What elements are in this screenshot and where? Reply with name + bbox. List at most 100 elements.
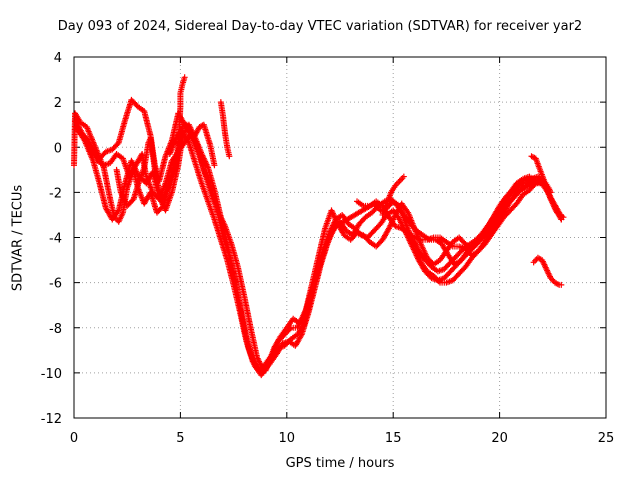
data-point-fill — [374, 238, 385, 249]
data-point-fill — [96, 181, 109, 210]
y-tick-label: -2 — [49, 186, 62, 201]
data-point-fill — [393, 179, 402, 188]
data-point-fill — [192, 161, 205, 185]
data-point-fill — [127, 163, 138, 179]
data-point-fill — [432, 258, 442, 267]
data-point-fill — [413, 235, 423, 243]
data-point-fill — [171, 145, 181, 169]
data-point-fill — [415, 228, 425, 238]
data-point-fill — [368, 199, 378, 208]
data-point-fill — [110, 141, 121, 152]
data-point-fill — [320, 236, 332, 257]
data-point-fill — [372, 222, 383, 233]
data-point-fill — [237, 310, 249, 343]
data-point-fill — [243, 339, 256, 363]
data-point-fill — [125, 197, 136, 208]
data-point-fill — [90, 148, 100, 163]
data-point-fill — [113, 168, 124, 194]
data-point-fill — [112, 215, 121, 224]
series-track-e — [113, 74, 188, 209]
data-point-fill — [544, 267, 553, 280]
data-point-fill — [84, 136, 96, 152]
data-point-fill — [191, 125, 202, 140]
data-point-fill — [502, 208, 512, 219]
data-point-fill — [532, 256, 540, 264]
data-point-fill — [218, 100, 226, 117]
x-tick-label: 5 — [176, 431, 184, 446]
data-point-fill — [476, 242, 487, 253]
data-point-fill — [137, 166, 147, 181]
data-point-fill — [448, 262, 459, 273]
data-point-fill — [211, 218, 224, 242]
data-point-fill — [387, 215, 398, 228]
data-point-fill — [295, 314, 306, 330]
axis-ticks — [73, 56, 607, 419]
data-point-fill — [163, 191, 175, 212]
data-point-fill — [84, 125, 98, 149]
data-point-fill — [345, 228, 355, 238]
data-point-fill — [489, 224, 500, 237]
data-point-fill — [287, 339, 297, 348]
data-point-fill — [301, 294, 313, 318]
y-tick-label: -12 — [41, 412, 62, 427]
y-tick-labels: -12 -10 -8 -6 -4 -2 0 2 4 — [41, 51, 62, 427]
data-point-fill — [474, 235, 485, 246]
data-point-fill — [257, 362, 268, 373]
data-point-fill — [289, 332, 299, 341]
data-point-fill — [457, 244, 467, 252]
data-point-fill — [211, 188, 224, 219]
data-point-fill — [512, 181, 523, 192]
data-point-fill — [487, 213, 498, 226]
data-point-fill — [293, 332, 304, 348]
data-point-fill — [412, 240, 424, 264]
data-point-fill — [347, 222, 357, 231]
grid-lines — [74, 57, 606, 418]
data-point-fill — [73, 111, 83, 124]
data-point-fill — [421, 233, 431, 242]
data-point-fill — [439, 242, 451, 258]
data-point-fill — [493, 204, 504, 217]
data-point-fill — [115, 152, 125, 161]
data-point-fill — [508, 190, 519, 203]
y-tick-label: -6 — [49, 277, 62, 292]
data-point-fill — [546, 186, 553, 194]
data-point-fill — [374, 199, 384, 208]
data-point-fill — [430, 265, 440, 274]
data-point — [211, 162, 218, 169]
data-point-fill — [442, 269, 453, 280]
data-point — [547, 189, 554, 196]
data-point-fill — [406, 231, 416, 240]
x-tick-label: 25 — [598, 431, 615, 446]
data-point-fill — [520, 180, 529, 187]
data-point-fill — [131, 177, 143, 201]
data-point-fill — [334, 213, 344, 222]
data-point-fill — [180, 122, 189, 130]
data-point-fill — [241, 294, 254, 330]
x-axis-label: GPS time / hours — [285, 456, 395, 471]
data-point-fill — [248, 326, 260, 359]
data-point-fill — [521, 188, 531, 197]
data-point-fill — [159, 186, 170, 203]
data-point-fill — [455, 256, 466, 267]
series-track-l — [354, 178, 546, 259]
data-point-fill — [201, 123, 213, 147]
data-point-fill — [542, 179, 551, 190]
data-point-fill — [102, 160, 112, 168]
data-point-fill — [451, 243, 460, 250]
data-point-fill — [192, 136, 204, 156]
data-point-fill — [420, 236, 429, 243]
y-axis-label: SDTVAR / TECUs — [10, 184, 26, 292]
data-point-fill — [539, 258, 549, 271]
data-point-fill — [514, 193, 525, 206]
data-point-fill — [263, 353, 274, 366]
data-point-fill — [205, 166, 217, 192]
data-point-fill — [222, 132, 230, 149]
data-point-fill — [122, 98, 134, 122]
data-point-fill — [295, 324, 306, 336]
data-point-fill — [495, 211, 506, 224]
data-point-fill — [167, 136, 179, 156]
data-point-fill — [442, 260, 453, 271]
data-point-fill — [533, 157, 543, 172]
x-tick-label: 15 — [385, 431, 402, 446]
